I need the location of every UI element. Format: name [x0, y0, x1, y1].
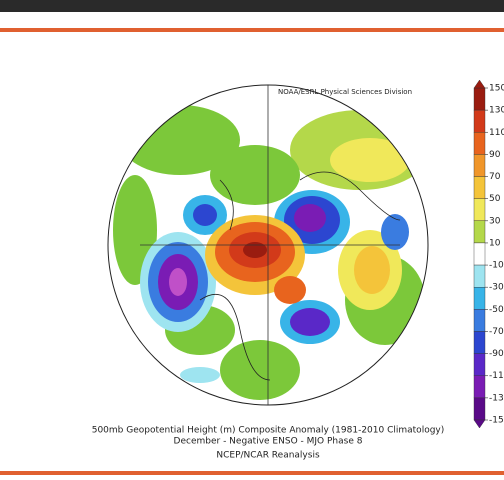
top-rule: [0, 28, 504, 32]
colorbar-tick-label: 70: [489, 172, 501, 182]
colorbar-segment: [473, 309, 486, 332]
colorbar-tick-label: -150: [489, 416, 504, 426]
caption-line: December - Negative ENSO - MJO Phase 8: [174, 437, 363, 447]
colorbar-tick-label: 50: [489, 194, 501, 204]
colorbar-tick-label: 110: [489, 128, 504, 138]
colorbar-segment: [473, 220, 486, 244]
colorbar-tick-label: -110: [489, 371, 504, 381]
bottom-rule: [0, 471, 504, 475]
colorbar-tick-label: -130: [489, 393, 504, 403]
caption-line: NCEP/NCAR Reanalysis: [216, 451, 320, 461]
colorbar-segment: [473, 264, 486, 288]
colorbar-segment: [473, 375, 486, 399]
colorbar-segment: [473, 154, 486, 177]
caption-line: 500mb Geopotential Height (m) Composite …: [92, 426, 445, 436]
colorbar-tick-label: -50: [489, 305, 504, 315]
colorbar-segment: [473, 109, 486, 133]
credit: NOAA/ESRL Physical Sciences Division: [278, 88, 412, 96]
colorbar-top-cap: [473, 79, 486, 89]
colorbar-segment: [473, 287, 486, 310]
colorbar-segment: [473, 176, 486, 199]
colorbar-segment: [473, 353, 486, 376]
colorbar-tick-label: -30: [489, 283, 504, 293]
top-bar: [0, 0, 504, 12]
colorbar-tick-label: -70: [489, 327, 504, 337]
colorbar-tick-label: 150: [489, 84, 504, 94]
colorbar-tick-label: -90: [489, 349, 504, 359]
colorbar-bottom-cap: [473, 419, 486, 429]
colorbar-tick-label: 30: [489, 216, 501, 226]
colorbar-tick-label: 10: [489, 238, 501, 248]
colorbar-segment: [473, 87, 486, 111]
colorbar-segment: [473, 331, 486, 354]
colorbar-segment: [473, 397, 486, 421]
colorbar-segment: [473, 242, 486, 266]
colorbar-tick-label: 130: [489, 106, 504, 116]
colorbar-tick-label: -10: [489, 261, 504, 271]
globe-outline: [107, 84, 429, 406]
colorbar-tick-label: 90: [489, 150, 501, 160]
colorbar-segment: [473, 132, 486, 155]
colorbar-segment: [473, 198, 486, 222]
